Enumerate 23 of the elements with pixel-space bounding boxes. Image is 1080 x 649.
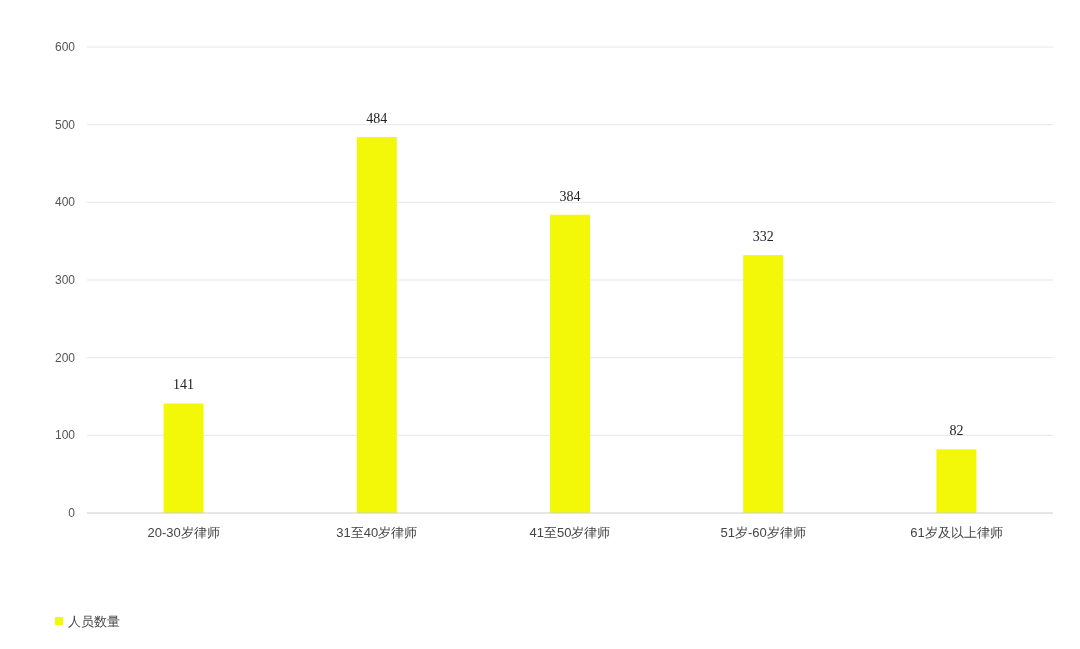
- y-tick-label: 400: [54, 195, 76, 210]
- bar: [936, 449, 977, 513]
- legend-label: 人员数量: [68, 614, 120, 629]
- bar: [163, 403, 204, 513]
- data-label: 384: [559, 188, 581, 204]
- data-label: 82: [949, 423, 964, 439]
- x-tick-label: 31至40岁律师: [336, 525, 418, 540]
- y-tick-label: 200: [54, 350, 76, 365]
- y-tick-label: 600: [54, 40, 76, 54]
- bar: [356, 137, 397, 513]
- x-tick-label: 20-30岁律师: [147, 525, 220, 540]
- data-label: 332: [752, 229, 774, 245]
- y-tick-label: 300: [54, 273, 76, 287]
- data-label: 484: [366, 111, 388, 127]
- data-label: 141: [173, 377, 195, 393]
- bar: [743, 255, 784, 513]
- x-tick-label: 61岁及以上律师: [910, 525, 1003, 540]
- x-tick-label: 51岁-60岁律师: [720, 525, 806, 540]
- y-tick-label: 0: [68, 506, 76, 520]
- y-tick-label: 100: [54, 428, 76, 443]
- x-tick-label: 41至50岁律师: [529, 525, 611, 540]
- y-tick-label: 500: [54, 117, 76, 132]
- bar: [550, 214, 590, 513]
